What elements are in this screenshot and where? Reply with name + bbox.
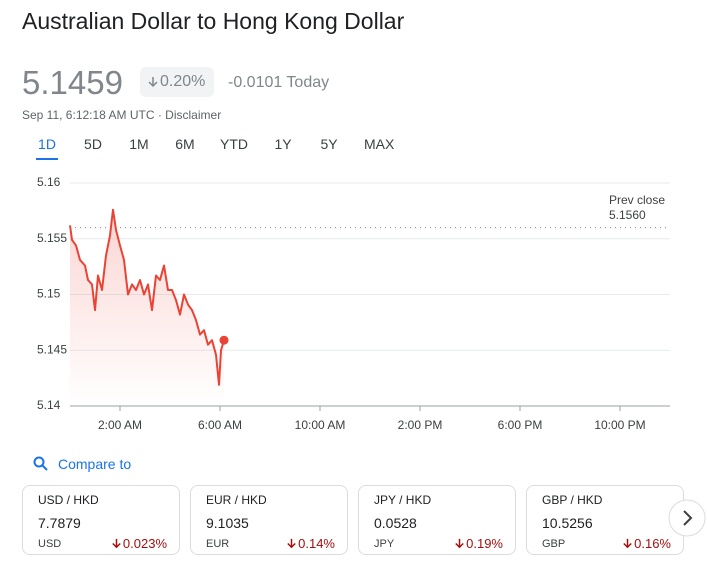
rate: 7.7879 xyxy=(38,515,81,531)
range-tab[interactable]: YTD xyxy=(220,136,248,152)
change-absolute: -0.0101 Today xyxy=(228,74,330,91)
pair: JPY / HKD xyxy=(374,493,432,507)
pair: USD / HKD xyxy=(38,493,99,507)
y-tick-label: 5.16 xyxy=(37,175,61,189)
next-button[interactable] xyxy=(668,498,706,538)
down-arrow xyxy=(148,77,158,88)
change-pill: 0.20% xyxy=(140,67,215,97)
range-tab[interactable]: 6M xyxy=(175,136,195,152)
x-tick-label: 2:00 AM xyxy=(98,418,142,432)
change-value: 0.19% xyxy=(466,536,503,551)
change-value: 0.16% xyxy=(634,536,671,551)
timestamp[interactable]: Sep 11, 6:12:18 AM UTC · Disclaimer xyxy=(22,108,222,122)
currency: EUR xyxy=(206,538,230,550)
rate: 10.5256 xyxy=(542,515,593,531)
currency: GBP xyxy=(542,538,566,550)
y-tick-label: 5.145 xyxy=(37,342,67,356)
change: 0.16% xyxy=(621,536,671,551)
x-tick-label: 10:00 AM xyxy=(295,418,346,432)
change: 0.023% xyxy=(110,536,167,551)
rate: 9.1035 xyxy=(206,515,249,531)
x-tick-label: 6:00 AM xyxy=(198,418,242,432)
chart: 5.14 5.145 5.15 5.155 5.16 2:00 AM 6:00 AM 10:0… xyxy=(37,175,670,432)
compare-button[interactable]: Compare to xyxy=(32,455,131,473)
area xyxy=(70,209,224,406)
change: 0.14% xyxy=(285,536,335,551)
compare-label: Compare to xyxy=(58,456,132,472)
price: 5.1459 xyxy=(22,64,123,101)
pair: EUR / HKD xyxy=(206,493,267,507)
compare-card[interactable]: USD / HKD 7.7879 USD 0.023% xyxy=(22,485,180,555)
last-point xyxy=(219,335,229,345)
title: Australian Dollar to Hong Kong Dollar xyxy=(22,8,405,34)
y-tick-label: 5.155 xyxy=(37,231,67,245)
change: 0.19% xyxy=(453,536,503,551)
rate: 0.0528 xyxy=(374,515,417,531)
x-tick-label: 10:00 PM xyxy=(594,418,645,432)
range-tabs: 1D 5D 1M 6M YTD 1Y 5Y MAX xyxy=(22,136,406,160)
prev-close-label: Prev close xyxy=(609,193,665,207)
change-value: 0.023% xyxy=(122,536,167,551)
down-arrow xyxy=(455,538,464,549)
range-tab[interactable]: 1Y xyxy=(274,136,292,152)
x-tick-label: 6:00 PM xyxy=(498,418,543,432)
y-tick-label: 5.15 xyxy=(37,287,61,301)
compare-card[interactable]: EUR / HKD 9.1035 EUR 0.14% xyxy=(190,485,348,555)
down-arrow xyxy=(287,538,296,549)
pair: GBP / HKD xyxy=(542,493,603,507)
search-icon xyxy=(33,456,48,471)
y-tick-label: 5.14 xyxy=(37,398,61,412)
range-tab[interactable]: 5Y xyxy=(320,136,338,152)
prev-close-value: 5.1560 xyxy=(609,208,646,222)
range-tab[interactable]: MAX xyxy=(364,136,395,152)
currency: JPY xyxy=(374,538,395,550)
change-percent: 0.20% xyxy=(160,73,206,90)
change-value: 0.14% xyxy=(298,536,335,551)
compare-card[interactable]: JPY / HKD 0.0528 JPY 0.19% xyxy=(358,485,516,555)
currency: USD xyxy=(38,538,62,550)
down-arrow xyxy=(623,538,632,549)
compare-card[interactable]: GBP / HKD 10.5256 GBP 0.16% xyxy=(526,485,684,555)
down-arrow xyxy=(112,538,121,549)
price-line xyxy=(69,208,225,386)
x-tick-label: 2:00 PM xyxy=(398,418,443,432)
range-tab[interactable]: 1M xyxy=(129,136,149,152)
range-tab[interactable]: 1D xyxy=(36,136,58,160)
range-tab[interactable]: 5D xyxy=(84,136,102,152)
